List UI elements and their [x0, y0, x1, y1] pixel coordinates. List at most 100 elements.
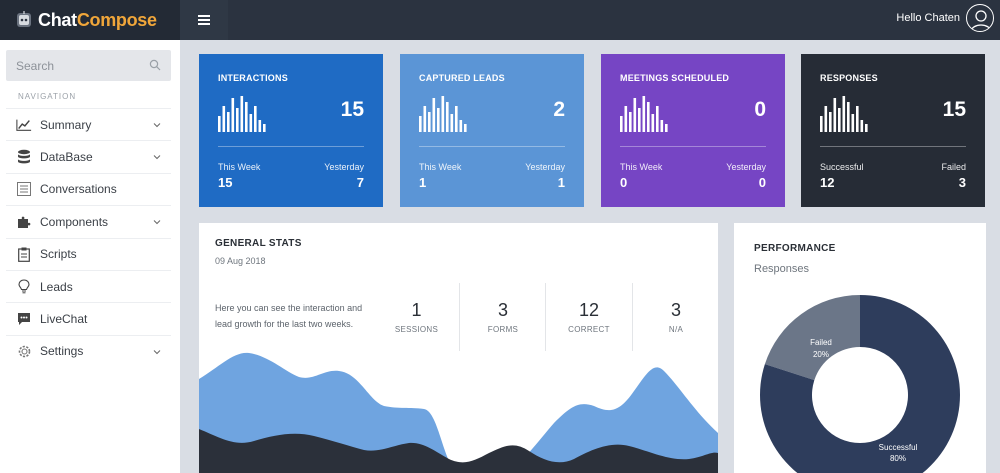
card-meetings-scheduled[interactable]: MEETINGS SCHEDULED 0 This Week 0 Yesterd…	[601, 54, 785, 207]
user-greeting[interactable]: Hello Chaten	[896, 12, 960, 24]
nav-heading: NAVIGATION	[18, 92, 77, 101]
metric-label: SESSIONS	[394, 325, 439, 334]
bar-graph-bar	[829, 112, 832, 132]
sidebar: NAVIGATION Summary DataBase Conversation…	[0, 40, 180, 473]
bar-graph-bar	[218, 116, 221, 132]
sidebar-item-settings[interactable]: Settings	[6, 334, 171, 367]
sidebar-item-livechat[interactable]: LiveChat	[6, 302, 171, 334]
chevron-down-icon	[153, 220, 161, 225]
metric-forms: 3 FORMS	[459, 283, 546, 351]
bar-graph-bar	[842, 96, 846, 132]
card-right-value: 3	[958, 175, 966, 190]
user-avatar[interactable]	[966, 4, 994, 32]
chevron-down-icon	[153, 349, 161, 354]
card-divider	[820, 146, 966, 147]
card-interactions[interactable]: INTERACTIONS 15 This Week 15 Yesterday 7	[199, 54, 383, 207]
bar-graph-bar	[624, 106, 628, 132]
bar-graph-bar	[865, 124, 868, 132]
bar-graph-bar	[464, 124, 467, 132]
bar-graph-bar	[450, 114, 454, 132]
card-left-label: This Week	[218, 162, 261, 172]
card-left-value: 12	[820, 175, 835, 190]
panel-description: Here you can see the interaction and lea…	[215, 303, 363, 329]
metric-value: 12	[578, 300, 600, 320]
panel-date: 09 Aug 2018	[215, 256, 266, 266]
card-title: RESPONSES	[820, 73, 878, 83]
line-chart-icon	[16, 117, 32, 133]
metric-value: 1	[411, 300, 422, 320]
card-divider	[218, 146, 364, 147]
bar-graph-bar	[227, 112, 230, 132]
donut-label-success-pct: 80%	[890, 454, 906, 463]
metric-na: 3 N/A	[632, 283, 718, 351]
bar-graph-bar	[258, 120, 262, 132]
bar-graph-bar	[437, 108, 440, 132]
list-icon	[16, 181, 32, 197]
bar-graph-bar	[249, 114, 253, 132]
sidebar-item-summary[interactable]: Summary	[6, 108, 171, 140]
sidebar-item-label: Scripts	[40, 247, 77, 262]
general-stats-panel: GENERAL STATS 09 Aug 2018 Here you can s…	[199, 223, 718, 473]
donut-label-success-name: Successful	[879, 443, 918, 452]
brand-name: ChatCompose	[38, 9, 157, 30]
bar-graph-bar	[860, 120, 864, 132]
metric-sessions: 1 SESSIONS	[373, 283, 460, 351]
card-responses[interactable]: RESPONSES 15 Successful 12 Failed 3	[801, 54, 985, 207]
bar-graph-icon	[820, 96, 868, 132]
search-box	[6, 50, 171, 81]
bar-graph-bar	[824, 106, 828, 132]
panel-title: PERFORMANCE	[754, 243, 836, 254]
bar-graph-bar	[847, 102, 850, 132]
search-icon[interactable]	[149, 59, 161, 71]
card-divider	[620, 146, 766, 147]
sidebar-item-label: Settings	[40, 344, 84, 359]
bar-graph-bar	[660, 120, 664, 132]
donut-slice-successful[interactable]	[760, 295, 960, 473]
bar-graph-bar	[642, 96, 646, 132]
clipboard-icon	[16, 246, 32, 262]
metric-correct: 12 CORRECT	[545, 283, 632, 351]
bar-graph-bar	[432, 98, 436, 132]
bar-graph-bar	[851, 114, 855, 132]
card-right-label: Yesterday	[525, 162, 565, 172]
card-left-value: 1	[419, 175, 427, 190]
donut-slice-failed[interactable]	[764, 295, 860, 381]
bar-graph-icon	[419, 96, 467, 132]
bar-graph-bar	[820, 116, 823, 132]
bar-graph-bar	[236, 108, 239, 132]
gear-icon	[16, 343, 32, 359]
chat-bubble-icon	[16, 311, 32, 327]
bar-graph-bar	[638, 108, 641, 132]
sidebar-item-leads[interactable]: Leads	[6, 269, 171, 302]
bar-graph-bar	[665, 124, 668, 132]
bar-graph-icon	[218, 96, 266, 132]
card-right-label: Yesterday	[726, 162, 766, 172]
bar-graph-bar	[656, 106, 659, 132]
growth-area-chart	[199, 352, 718, 473]
bar-graph-bar	[459, 120, 463, 132]
sidebar-item-database[interactable]: DataBase	[6, 140, 171, 172]
card-left-value: 0	[620, 175, 628, 190]
card-captured-leads[interactable]: CAPTURED LEADS 2 This Week 1 Yesterday 1	[400, 54, 584, 207]
bar-graph-bar	[455, 106, 458, 132]
sidebar-item-conversations[interactable]: Conversations	[6, 172, 171, 205]
card-value: 0	[754, 98, 766, 121]
hamburger-menu-button[interactable]	[180, 0, 228, 40]
sidebar-item-scripts[interactable]: Scripts	[6, 237, 171, 270]
sidebar-item-components[interactable]: Components	[6, 205, 171, 237]
responses-donut-chart: Failed 20% Successful 80%	[760, 295, 960, 473]
bar-graph-icon	[620, 96, 668, 132]
bar-graph-bar	[856, 106, 859, 132]
lightbulb-icon	[16, 279, 32, 295]
card-title: CAPTURED LEADS	[419, 73, 505, 83]
sidebar-item-label: Summary	[40, 117, 92, 132]
search-input[interactable]	[6, 50, 146, 81]
bar-graph-bar	[633, 98, 637, 132]
sidebar-item-label: DataBase	[40, 150, 93, 165]
area-series-back	[199, 429, 718, 473]
brand[interactable]: ChatCompose	[0, 0, 180, 40]
metric-label: FORMS	[487, 325, 519, 334]
bar-graph-bar	[423, 106, 427, 132]
top-bar: ChatCompose Hello Chaten	[0, 0, 1000, 40]
card-divider	[419, 146, 565, 147]
